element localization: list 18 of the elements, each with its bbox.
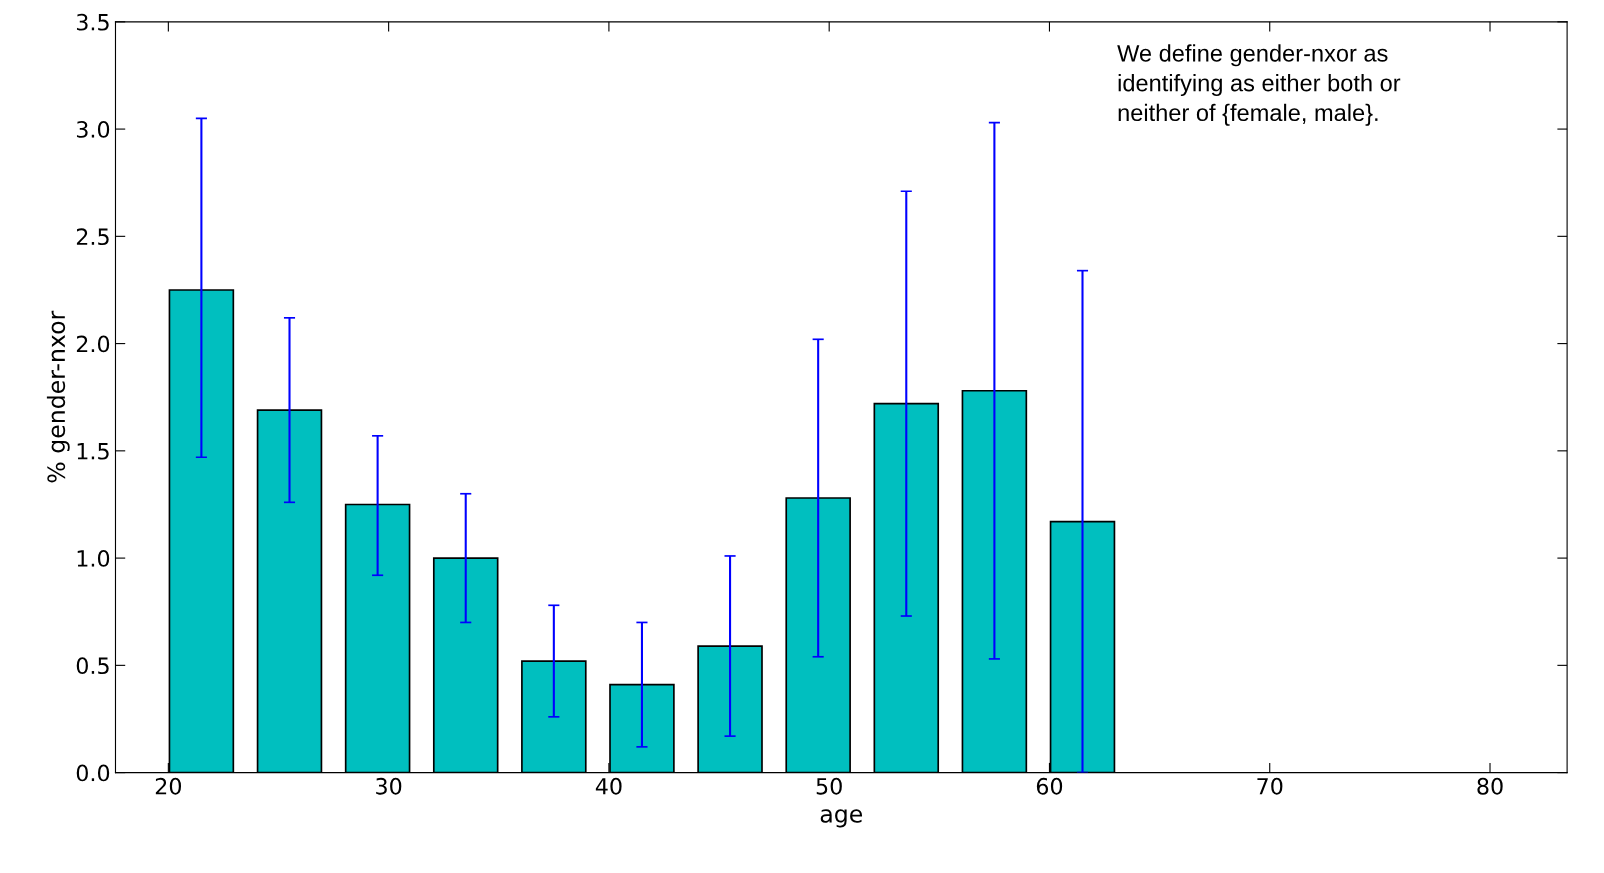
x-tick-label: 80: [1477, 777, 1503, 795]
x-tick-label: 30: [376, 777, 402, 795]
y-tick-label: 0.5: [76, 657, 109, 675]
y-tick-label: 3.0: [76, 121, 110, 138]
y-tick-label: 3.5: [76, 13, 109, 31]
annotation: We define gender-nxor as identifying as either both or neither of {female, male}.: [1117, 44, 1401, 126]
x-axis-title: age: [820, 809, 863, 828]
y-tick-label: 2.0: [76, 335, 110, 353]
y-tick-label: 1.5: [77, 443, 109, 460]
x-tick-label: 40: [595, 777, 622, 795]
y-tick-label: 0.0: [76, 764, 110, 782]
x-tick-label: 60: [1036, 777, 1063, 795]
x-tick-label: 50: [816, 777, 842, 795]
y-tick-label: 2.5: [76, 228, 109, 246]
x-tick-label: 20: [155, 777, 182, 795]
x-tick-label: 70: [1257, 777, 1283, 795]
y-tick-label: 1.0: [77, 550, 110, 567]
y-axis-title: % gender-nxor: [46, 310, 70, 483]
